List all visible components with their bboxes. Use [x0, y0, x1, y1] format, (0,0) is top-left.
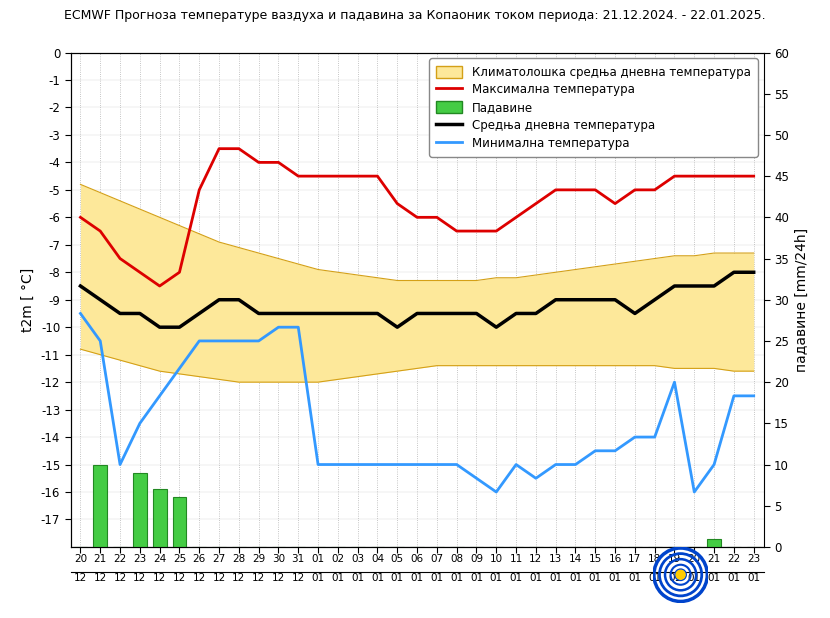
- Circle shape: [676, 570, 685, 579]
- Legend: Климатолошка средња дневна температура, Максимална температура, Падавине, Средња: Климатолошка средња дневна температура, …: [429, 59, 758, 156]
- Bar: [153, 489, 167, 547]
- Y-axis label: падавине [mm/24h]: падавине [mm/24h]: [794, 227, 808, 372]
- Bar: [173, 497, 187, 547]
- Text: ECMWF Прогноза температуре ваздуха и падавина за Копаоник током периода: 21.12.2: ECMWF Прогноза температуре ваздуха и пад…: [64, 9, 766, 22]
- Y-axis label: t2m [ °C]: t2m [ °C]: [22, 268, 35, 332]
- Bar: [93, 465, 107, 547]
- Bar: [133, 473, 147, 547]
- Bar: [707, 539, 721, 547]
